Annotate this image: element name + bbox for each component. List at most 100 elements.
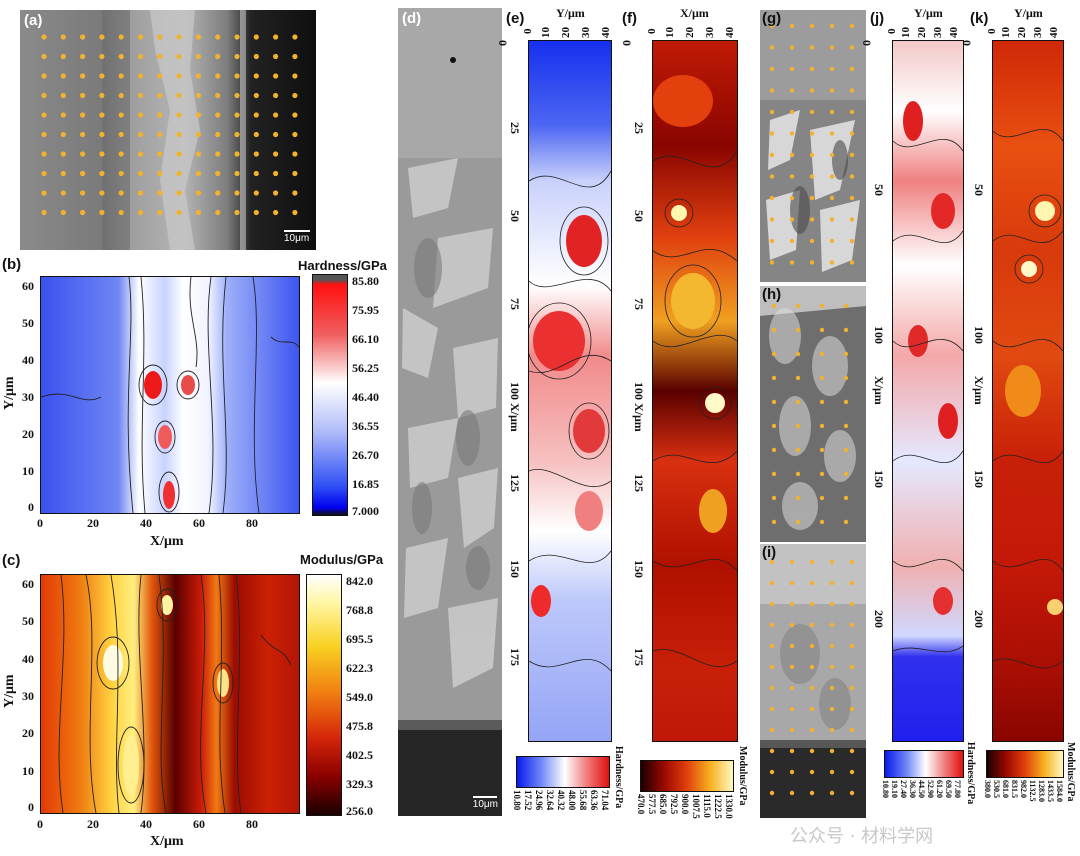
indent-dot xyxy=(849,643,855,649)
panel-b-cb-tick: 16.85 xyxy=(352,477,379,491)
indent-dot xyxy=(253,34,259,40)
panel-f-side-tick: 175 xyxy=(632,648,646,666)
indent-dot xyxy=(80,131,86,138)
panel-k-side-tick: 100 xyxy=(972,326,986,344)
indent-dot xyxy=(195,92,201,99)
panel-f-cb-tick: 900.0 xyxy=(680,794,690,815)
indent-dot xyxy=(789,45,795,50)
indent-dot xyxy=(195,190,201,196)
indent-dot xyxy=(789,664,795,670)
panel-e-colorbar-title: Hardness/GPa xyxy=(613,746,624,809)
indent-dot xyxy=(253,131,259,138)
indent-dot xyxy=(80,34,86,40)
panel-f-side-tick: 75 xyxy=(632,298,646,310)
panel-k-top-tick: 20 xyxy=(1016,27,1028,38)
indent-dot xyxy=(234,53,240,60)
indent-dot xyxy=(195,34,201,40)
indent-dot xyxy=(41,34,47,40)
panel-e-colorbar xyxy=(516,756,610,788)
indent-dot xyxy=(292,151,298,157)
indent-dot xyxy=(99,34,105,40)
indent-dot xyxy=(789,152,795,158)
indent-dot xyxy=(292,209,298,216)
panel-c-xtick: 20 xyxy=(87,817,99,831)
indent-dot xyxy=(829,152,835,158)
panel-b-xtick: 60 xyxy=(193,516,205,530)
panel-k-colorbar xyxy=(986,750,1064,778)
indent-dot xyxy=(795,423,801,429)
indent-dot xyxy=(137,34,144,40)
indent-dot xyxy=(809,664,815,670)
indent-dot xyxy=(829,685,835,691)
panel-c-cb-tick: 475.8 xyxy=(346,719,373,733)
indent-dot xyxy=(60,209,66,216)
panel-f-cb-tick: 1330.0 xyxy=(724,794,734,819)
panel-e-side-tick: 100 X/μm xyxy=(508,382,522,432)
panel-f-side-tick: 0 xyxy=(620,40,634,46)
indent-dot xyxy=(789,109,795,115)
indent-dot xyxy=(157,53,163,60)
indent-dot xyxy=(829,238,835,244)
panel-k-top-axis: Y/μm xyxy=(1014,6,1043,20)
indent-dot xyxy=(789,131,795,136)
indent-dot xyxy=(273,131,279,138)
panel-f-top-tick: 30 xyxy=(704,27,716,38)
indent-dot xyxy=(829,174,835,179)
indent-dot xyxy=(789,790,795,796)
panel-c-ytick: 0 xyxy=(28,800,34,814)
panel-b-ytick: 30 xyxy=(22,390,34,404)
indent-dot xyxy=(118,131,124,138)
panel-h-label: (h) xyxy=(762,286,782,303)
panel-b-ytick: 60 xyxy=(22,279,34,293)
indent-dot xyxy=(769,238,775,244)
panel-f-cb-tick: 1007.5 xyxy=(691,794,701,819)
panel-b-cb-tick: 7.000 xyxy=(352,504,379,518)
panel-h: (h) xyxy=(760,284,866,542)
indent-dot xyxy=(789,23,795,29)
indent-dot xyxy=(771,351,777,357)
panel-j-side-tick: 0 xyxy=(860,40,874,46)
panel-b-cb-tick: 46.40 xyxy=(352,390,379,404)
indent-dot xyxy=(769,45,775,50)
indent-dot xyxy=(273,170,279,177)
panel-c-ytick: 30 xyxy=(22,689,34,703)
indent-dot xyxy=(769,685,775,691)
indent-dot xyxy=(234,209,240,216)
indent-dot xyxy=(99,151,105,157)
indent-dot xyxy=(273,190,279,196)
indent-dot xyxy=(809,152,815,158)
panel-k-cb-tick: 982.0 xyxy=(1019,780,1028,798)
panel-b-cb-tick: 66.10 xyxy=(352,332,379,346)
panel-e-top-tick: 0 xyxy=(522,28,534,35)
indent-dot xyxy=(195,170,201,177)
indent-dot xyxy=(80,151,86,157)
indent-dot xyxy=(60,112,66,118)
panel-k-cb-tick: 1433.5 xyxy=(1046,780,1055,802)
indent-dot xyxy=(176,190,182,196)
panel-j-cb-tick: 69.50 xyxy=(944,780,953,798)
panel-b-cb-tick: 36.55 xyxy=(352,419,379,433)
indent-dot xyxy=(819,351,825,357)
panel-c-cb-tick: 402.5 xyxy=(346,748,373,762)
indent-dot xyxy=(80,112,86,118)
panel-j-top-tick: 30 xyxy=(932,27,944,38)
indent-dot xyxy=(176,53,182,60)
panel-k-cb-tick: 1584.0 xyxy=(1055,780,1064,802)
indent-dot xyxy=(118,34,124,40)
indent-dot xyxy=(819,447,825,453)
indent-dot xyxy=(849,23,855,29)
panel-i-label: (i) xyxy=(762,544,777,561)
indent-dot xyxy=(843,399,849,405)
indent-dot xyxy=(819,423,825,429)
panel-e-side-tick: 25 xyxy=(508,122,522,134)
indent-dot xyxy=(849,601,855,607)
indent-dot xyxy=(795,495,801,501)
panel-f-plot xyxy=(652,40,738,742)
indent-dot xyxy=(195,53,201,60)
panel-f-colorbar xyxy=(640,760,734,792)
indent-dot xyxy=(41,112,47,118)
indent-dot xyxy=(118,209,124,216)
panel-a-image xyxy=(20,10,316,250)
indent-dot xyxy=(789,601,795,607)
panel-f-top-axis: X/μm xyxy=(680,6,709,20)
